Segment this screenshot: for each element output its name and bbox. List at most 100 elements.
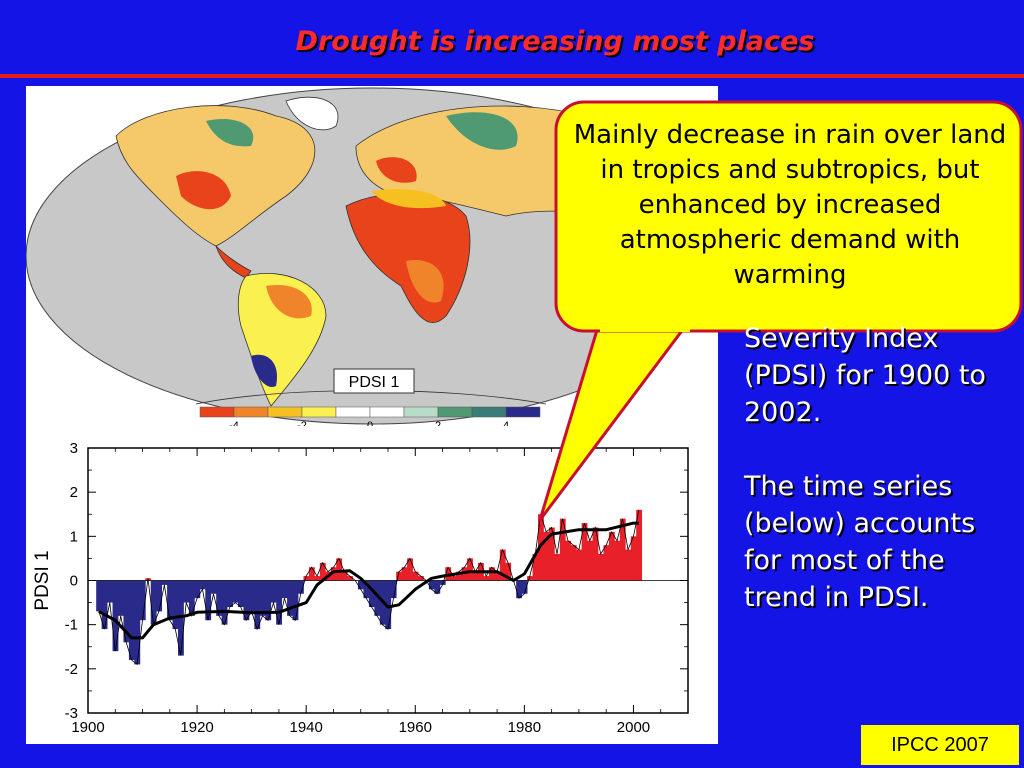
annual-bar <box>527 576 533 581</box>
y-axis-label: PDSI 1 <box>32 550 53 610</box>
x-tick-label: 1960 <box>399 719 432 736</box>
annual-bar <box>199 580 206 590</box>
annual-bar <box>499 549 506 581</box>
annual-line <box>98 509 640 666</box>
annual-bar <box>570 545 577 581</box>
annual-bar <box>107 580 113 603</box>
annual-bar <box>412 571 419 581</box>
annual-bar <box>112 580 119 652</box>
region-na-green <box>206 118 254 147</box>
annual-bar <box>598 554 604 581</box>
annual-bar <box>123 580 130 643</box>
annual-bar <box>608 531 615 581</box>
x-tick-label: 1980 <box>508 719 541 736</box>
annual-bar <box>178 580 184 656</box>
annual-bar <box>428 580 435 590</box>
annual-bar <box>210 580 217 594</box>
region-africa-yellow <box>371 189 446 209</box>
annual-bar <box>439 580 446 585</box>
annual-bar <box>390 580 397 599</box>
annual-bar <box>183 580 190 603</box>
annual-bar <box>543 531 550 581</box>
x-tick-label: 2000 <box>617 719 650 736</box>
annual-bar <box>259 580 266 616</box>
annual-bar <box>619 518 626 581</box>
annual-bar <box>96 580 103 612</box>
annual-bar <box>385 580 392 630</box>
landmass-central-america <box>215 245 252 279</box>
y-tick-label: -2 <box>65 661 78 678</box>
annual-bar <box>319 562 326 581</box>
annual-bar <box>265 580 272 621</box>
annual-bar <box>418 576 424 581</box>
annual-bar <box>472 571 479 581</box>
annual-bar <box>287 580 293 616</box>
annual-bar <box>548 527 555 581</box>
annual-bar <box>363 580 370 599</box>
region-na-red <box>176 171 231 210</box>
colorbar-tick-label: -2 <box>297 420 307 426</box>
annual-bar <box>330 567 337 581</box>
annual-bar <box>581 523 588 581</box>
annual-bar <box>576 549 583 581</box>
annual-bar <box>505 562 512 581</box>
annual-bar <box>134 580 141 665</box>
annual-bar <box>630 536 637 581</box>
colorbar-tick-label: -4 <box>229 420 239 426</box>
annual-bar <box>118 580 124 616</box>
annual-bar <box>407 558 413 581</box>
map-label-box <box>333 368 415 394</box>
y-tick-label: 2 <box>70 484 78 501</box>
annual-bar <box>298 580 304 594</box>
annual-bar <box>281 580 288 599</box>
annual-bar <box>554 554 561 581</box>
annual-bar <box>336 558 343 581</box>
colorbar: -4 -2 0 2 4 <box>199 406 541 426</box>
annual-bar <box>270 580 277 603</box>
annual-bar <box>625 549 632 581</box>
annual-bar <box>150 580 157 625</box>
region-africa-orange <box>406 260 444 303</box>
region-eurasia-red <box>376 157 417 183</box>
annual-bar <box>603 545 610 581</box>
region-eurasia-green <box>446 112 518 150</box>
side-paragraph-1: Severity Index (PDSI) for 1900 to 2002. <box>744 323 986 428</box>
annual-bar <box>161 580 168 585</box>
annual-bar <box>614 540 621 581</box>
annual-bar <box>205 580 212 621</box>
map-label: PDSI 1 <box>349 374 400 391</box>
smoothed-line <box>98 521 639 640</box>
annual-bar <box>341 571 348 581</box>
annual-bar <box>227 580 233 607</box>
annual-bar <box>592 527 599 581</box>
callout-text: Mainly decrease in rain over land in tro… <box>573 120 1007 290</box>
annual-bar <box>434 580 441 594</box>
landmass-greenland <box>285 96 339 131</box>
annual-bar <box>248 580 255 612</box>
annual-bar <box>221 580 228 625</box>
annual-bar <box>216 580 223 616</box>
pdsi-time-series-chart: -3 -2 -1 0 1 2 3 1900 1920 1940 1960 1980 2000 PDSI 1 <box>32 440 689 736</box>
annual-bar <box>308 567 315 581</box>
annual-bar <box>139 580 146 621</box>
colorbar-tick-label: 4 <box>503 420 509 426</box>
annual-bar <box>172 580 179 630</box>
annual-bar <box>456 571 463 581</box>
annual-bar <box>494 571 501 581</box>
annual-bar <box>565 540 572 581</box>
annual-bar <box>314 576 321 581</box>
slide-title: Drought is increasing most places <box>295 26 815 57</box>
annual-bar <box>521 580 528 594</box>
region-sa-orange <box>266 285 312 319</box>
annual-bar <box>358 580 364 590</box>
annual-bar <box>194 580 201 599</box>
annual-bar <box>559 518 566 581</box>
annual-bar <box>188 580 195 616</box>
annual-bar <box>101 580 108 630</box>
colorbar-tick-label: 0 <box>367 420 373 426</box>
annual-bar <box>276 580 283 625</box>
annual-bar <box>488 567 495 581</box>
x-tick-label: 1900 <box>71 719 104 736</box>
y-tick-label: -3 <box>65 705 78 722</box>
annual-bar <box>401 567 408 581</box>
